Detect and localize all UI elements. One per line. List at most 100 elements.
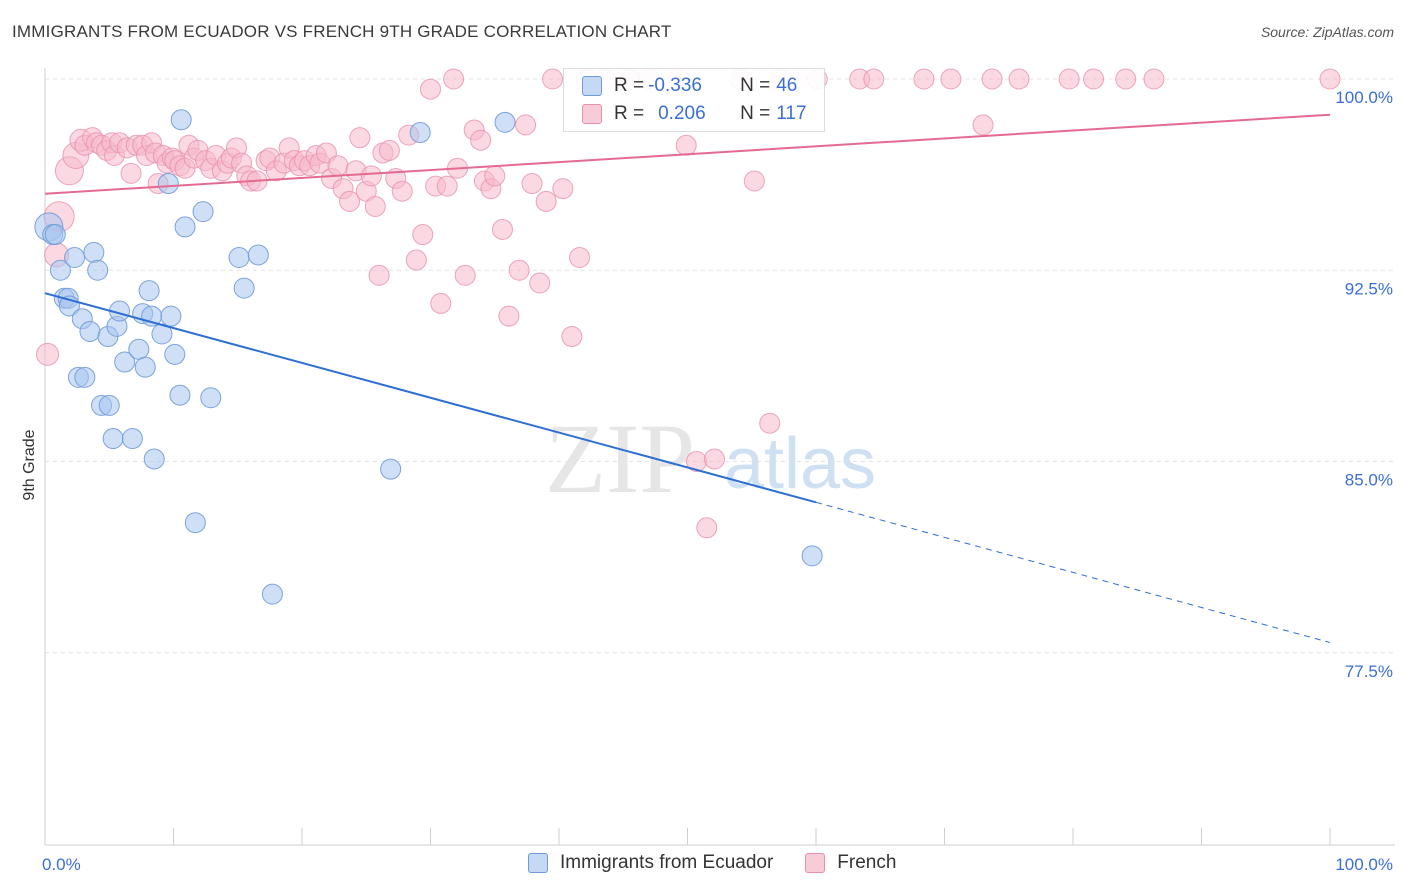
ecuador-point [121, 428, 143, 450]
ecuador-point [380, 458, 402, 480]
legend-r-label: R = [614, 103, 645, 124]
ecuador-point [157, 173, 179, 195]
ecuador-point [74, 366, 96, 388]
french-point [391, 180, 413, 202]
french-point [972, 114, 994, 136]
french-point [498, 305, 520, 327]
ecuador-point [49, 259, 71, 281]
series-legend: Immigrants from Ecuador French [528, 852, 928, 874]
french-point [1143, 68, 1165, 90]
legend-r-label: R = [614, 75, 645, 96]
french-point [470, 129, 492, 151]
french-point [552, 178, 574, 200]
ecuador-point [160, 305, 182, 327]
tick-labels: 100.0% 92.5% 85.0% 77.5% 0.0% 100.0% [42, 88, 1393, 874]
stats-legend: R = -0.336 N = 46 R = 0.206 N = 117 [563, 68, 825, 132]
french-point [521, 173, 543, 195]
legend-item-french: French [805, 852, 896, 874]
y-tick-label: 85.0% [1345, 471, 1393, 490]
french-point [535, 190, 557, 212]
french-point [542, 68, 564, 90]
french-point [491, 218, 513, 240]
french-point [443, 68, 465, 90]
ecuador-point [174, 216, 196, 238]
french-point [436, 175, 458, 197]
french-point [863, 68, 885, 90]
french-point [364, 196, 386, 217]
legend-swatch-french [582, 104, 602, 124]
legend-label-french: French [837, 852, 897, 873]
legend-n-label: N = [740, 103, 771, 124]
ecuador-point [261, 583, 283, 605]
ecuador-points [34, 109, 823, 605]
y-tick-label: 100.0% [1335, 88, 1393, 107]
french-point [561, 326, 583, 348]
french-point [327, 155, 349, 177]
ecuador-point [247, 244, 269, 266]
legend-r-value: 0.206 [658, 103, 706, 124]
french-point [1115, 68, 1137, 90]
french-point [339, 190, 361, 212]
ecuador-point [44, 224, 66, 246]
french-point [378, 139, 400, 161]
ecuador-point [143, 448, 165, 470]
ecuador-point [200, 387, 222, 409]
french-point [1008, 68, 1030, 90]
legend-row-ecuador: R = -0.336 N = 46 [582, 73, 797, 99]
ecuador-point [192, 201, 214, 223]
french-point [454, 264, 476, 286]
french-point [508, 259, 530, 281]
ecuador-point [83, 241, 105, 263]
watermark: ZIP atlas [545, 403, 876, 514]
source-label: Source: ZipAtlas.com [1260, 24, 1394, 40]
ecuador-point [98, 394, 120, 416]
ecuador-point [87, 259, 109, 281]
legend-swatch-ecuador [582, 76, 602, 96]
legend-n-value: 46 [776, 75, 798, 96]
legend-label-ecuador: Immigrants from Ecuador [560, 852, 774, 873]
french-point [430, 292, 452, 314]
y-axis-label: 9th Grade [21, 429, 38, 500]
french-point [759, 412, 781, 434]
ecuador-trendline-projection [815, 501, 1331, 644]
watermark-atlas: atlas [724, 424, 876, 504]
legend-item-ecuador: Immigrants from Ecuador [528, 852, 773, 874]
ecuador-point [169, 384, 191, 406]
x-tick-label: 0.0% [42, 855, 81, 874]
ecuador-point [170, 109, 192, 131]
y-tick-label: 77.5% [1345, 662, 1393, 681]
ecuador-point [64, 247, 86, 268]
french-trendline [44, 113, 1331, 195]
ecuador-point [233, 277, 255, 299]
french-point [1319, 68, 1341, 90]
french-point [120, 162, 142, 184]
legend-n-label: N = [740, 75, 771, 96]
ecuador-point [128, 338, 150, 360]
legend-r-value: -0.336 [648, 75, 702, 96]
ecuador-point [138, 280, 160, 302]
legend-swatch-french [805, 853, 826, 873]
french-point [529, 272, 551, 294]
french-point [913, 68, 935, 90]
ecuador-point [79, 320, 101, 342]
french-point [940, 68, 962, 90]
ecuador-trendline [44, 292, 817, 504]
ecuador-point [102, 428, 124, 450]
ecuador-point [494, 111, 516, 133]
trendlines [44, 113, 1331, 644]
french-point [484, 165, 506, 187]
french-point [981, 68, 1003, 90]
french-point [405, 249, 427, 271]
french-point [743, 170, 765, 192]
french-point [1083, 68, 1105, 90]
french-point [420, 78, 441, 100]
french-point [569, 247, 591, 268]
ecuador-point [409, 122, 431, 144]
french-point [412, 224, 434, 246]
french-point [703, 448, 725, 470]
ecuador-point [134, 356, 156, 378]
french-point [368, 264, 390, 286]
axes [44, 68, 1395, 846]
legend-swatch-ecuador [528, 853, 548, 873]
